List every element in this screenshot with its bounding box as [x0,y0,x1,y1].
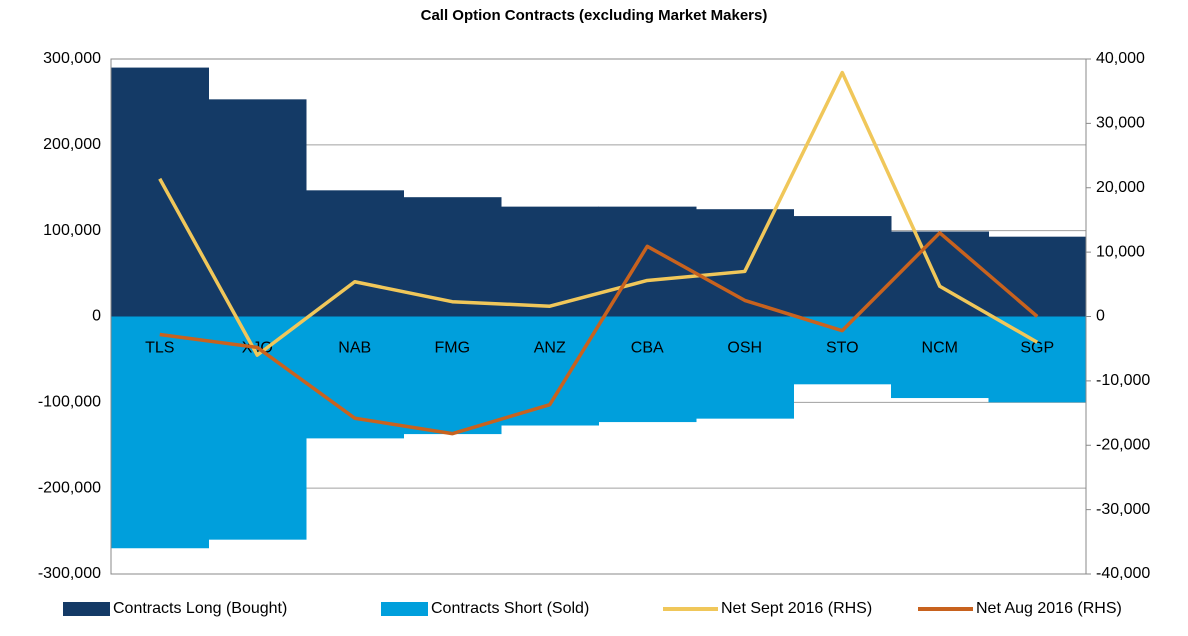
x-tick-label: ANZ [534,340,566,357]
y2-tick-label: 30,000 [1096,115,1145,132]
y-tick-label: 100,000 [43,222,101,239]
line [159,231,1039,436]
bar [501,206,599,317]
legend-label: Contracts Long (Bought) [113,600,287,617]
y2-tick-label: -20,000 [1096,436,1150,453]
bar [988,236,1087,317]
y2-tick-label: -10,000 [1096,372,1150,389]
y2-tick-label: 20,000 [1096,179,1145,196]
x-tick-label: FMG [434,340,470,357]
bar [598,316,697,423]
y2-tick-label: -40,000 [1096,565,1150,582]
bar [403,197,502,317]
bar [793,316,892,385]
x-tick-label: NCM [922,340,958,357]
bar [501,316,599,426]
legend-label: Net Aug 2016 (RHS) [976,600,1122,617]
y2-tick-label: 40,000 [1096,50,1145,67]
y-tick-label: -100,000 [38,394,101,411]
x-tick-label: NAB [338,340,371,357]
chart-title: Call Option Contracts (excluding Market … [421,7,768,24]
x-tick-label: TLS [145,340,174,357]
bar [111,316,209,549]
y2-tick-label: 0 [1096,308,1105,325]
y2-tick-label: 10,000 [1096,243,1145,260]
y2-tick-label: -30,000 [1096,501,1150,518]
bar [306,190,404,317]
x-tick-label: STO [826,340,859,357]
bar [891,231,989,317]
y-tick-label: 200,000 [43,136,101,153]
y-tick-label: 0 [92,308,101,325]
bar [208,99,307,317]
line [158,70,1039,357]
bar [111,67,209,317]
legend-label: Contracts Short (Sold) [431,600,589,617]
x-tick-label: SGP [1020,340,1054,357]
bar [988,316,1087,403]
y-tick-label: -300,000 [38,565,101,582]
y-tick-label: 300,000 [43,50,101,67]
x-tick-label: OSH [727,340,762,357]
bar [891,316,989,399]
plot-border [110,58,1087,575]
legend-label: Net Sept 2016 (RHS) [721,600,872,617]
bar [793,216,892,317]
bar [696,316,794,419]
bar [403,316,502,435]
x-tick-label: CBA [631,340,664,357]
bar [306,316,404,439]
legend-swatch [381,602,428,616]
y-tick-label: -200,000 [38,479,101,496]
legend-swatch [63,602,110,616]
